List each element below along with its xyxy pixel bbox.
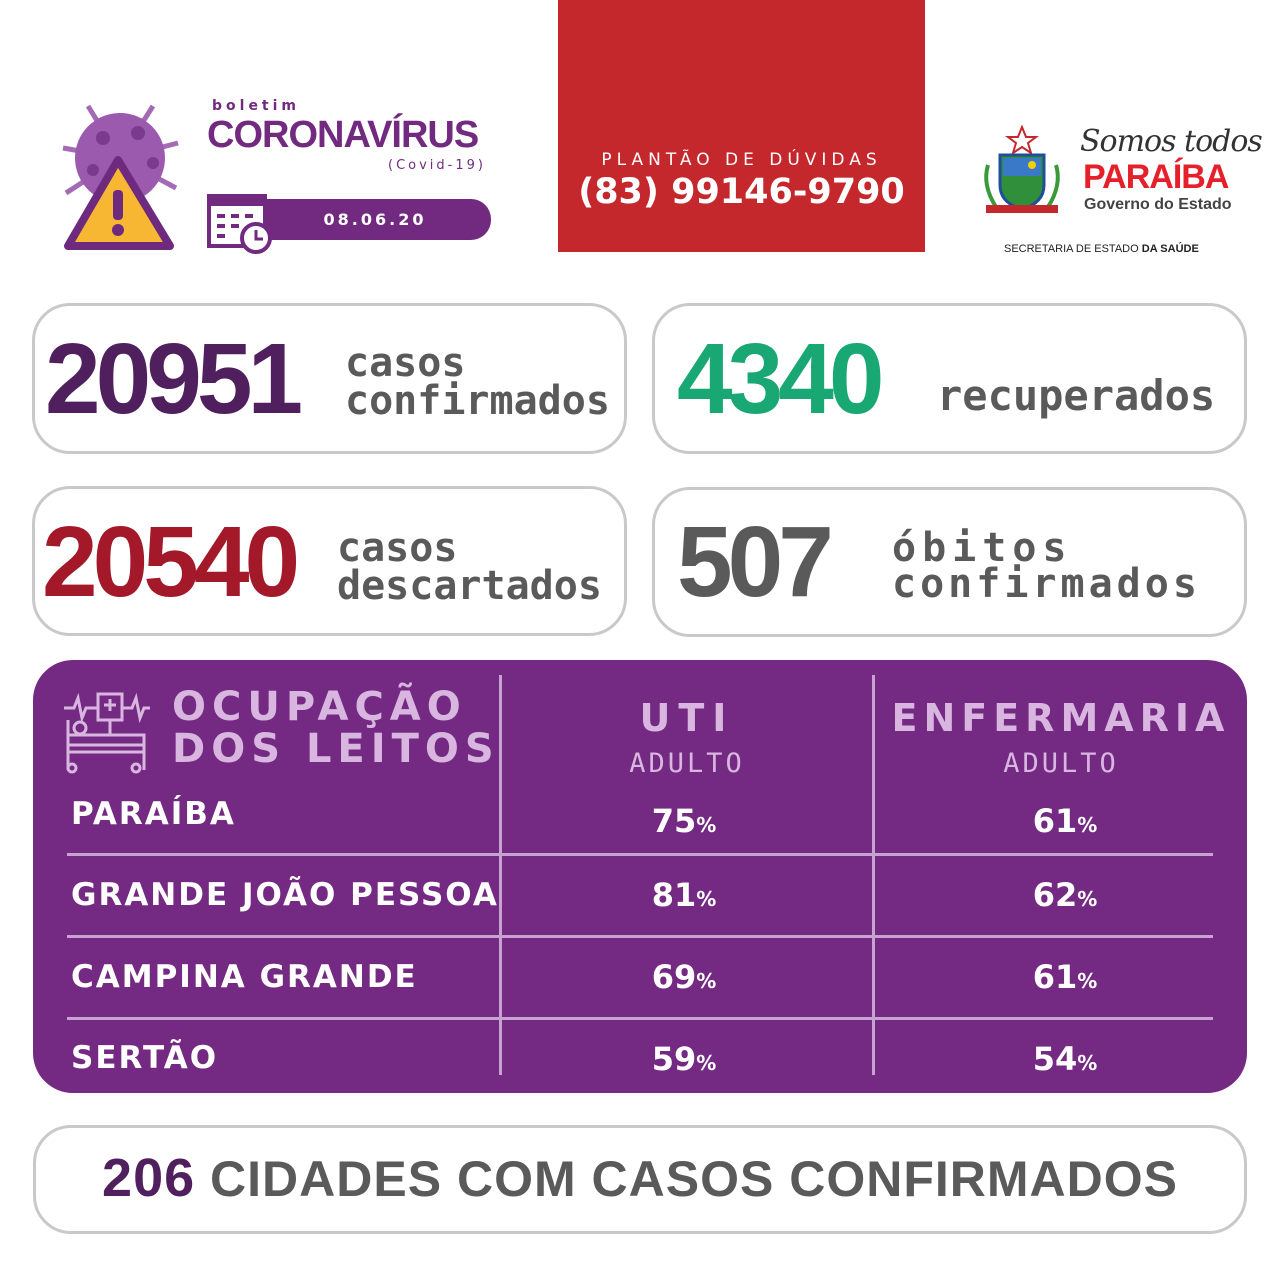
virus-warning-icon [58,98,183,253]
unit: % [1077,1051,1098,1075]
hotline-label: PLANTÃO DE DÚVIDAS [601,150,882,170]
discarded-value: 20540 [42,506,300,618]
hotline-banner [558,0,925,252]
hospital-bed-icon [62,690,150,775]
row-enf: 61% [985,802,1145,840]
row-region: GRANDE JOÃO PESSOA [71,877,499,913]
row-region: CAMPINA GRANDE [71,959,418,995]
recovered-value: 4340 [677,323,884,435]
confirmed-card [32,303,627,454]
row-divider [67,1017,1213,1020]
row-enf: 62% [985,876,1145,914]
deaths-label2: confirmados [892,561,1201,607]
col-uti-sub: ADULTO [629,748,745,779]
row-uti: 59% [604,1040,764,1078]
col-divider [499,675,502,1075]
cities-card [33,1125,1247,1234]
enf-value: 54 [1032,1040,1078,1078]
row-uti: 75% [604,802,764,840]
beds-table [33,660,1247,1093]
calendar-clock-icon [206,188,274,256]
unit: % [696,969,717,993]
row-region: PARAÍBA [71,796,236,832]
col-uti-header: UTI [639,696,735,740]
unit: % [696,813,717,837]
unit: % [1077,887,1098,911]
uti-value: 59 [651,1040,697,1078]
row-region: SERTÃO [71,1040,219,1076]
col-divider [872,675,875,1075]
col-enf-sub: ADULTO [1003,748,1119,779]
kicker: boletim [212,98,301,114]
uti-value: 75 [651,802,697,840]
col-enf-header: ENFERMARIA [891,696,1231,740]
secretaria: SECRETARIA DE ESTADO DA SAÚDE [1004,243,1199,255]
cities-count: 206 [102,1148,196,1208]
date-bar [250,199,491,240]
cities-label: CIDADES COM CASOS CONFIRMADOS [210,1151,1178,1207]
row-enf: 61% [985,958,1145,996]
secretaria-bold: DA SAÚDE [1141,243,1199,255]
beds-title1: OCUPAÇÃO [172,684,467,730]
cities-line: 206 CIDADES COM CASOS CONFIRMADOS [33,1147,1247,1209]
unit: % [696,887,717,911]
deaths-label1: óbitos [892,525,1073,571]
unit: % [1077,813,1098,837]
gov-name: Governo do Estado [1084,196,1232,213]
row-uti: 81% [604,876,764,914]
row-divider [67,853,1213,856]
gov-slogan: Somos todos [1080,124,1263,159]
hotline-phone[interactable]: (83) 99146-9790 [578,172,905,212]
gov-state: PARAÍBA [1083,158,1229,196]
discarded-label1: casos [337,525,458,571]
confirmed-label1: casos [345,340,466,386]
deaths-card [652,487,1247,637]
discarded-card [32,486,627,636]
uti-value: 81 [651,876,697,914]
confirmed-label2: confirmados [345,378,610,424]
unit: % [696,1051,717,1075]
row-uti: 69% [604,958,764,996]
recovered-label: recuperados [937,371,1216,420]
state-coat-of-arms [978,124,1066,215]
uti-value: 69 [651,958,697,996]
title: CORONAVÍRUS [207,114,479,156]
date: 08.06.20 [323,210,427,229]
subtitle: (Covid-19) [388,158,486,173]
discarded-label2: descartados [337,563,602,609]
unit: % [1077,969,1098,993]
secretaria-text: SECRETARIA DE ESTADO [1004,243,1139,255]
deaths-value: 507 [677,506,834,618]
row-divider [67,935,1213,938]
row-enf: 54% [985,1040,1145,1078]
confirmed-value: 20951 [45,323,303,435]
recovered-card [652,303,1247,454]
enf-value: 62 [1032,876,1078,914]
enf-value: 61 [1032,802,1078,840]
beds-title2: DOS LEITOS [172,726,500,772]
enf-value: 61 [1032,958,1078,996]
